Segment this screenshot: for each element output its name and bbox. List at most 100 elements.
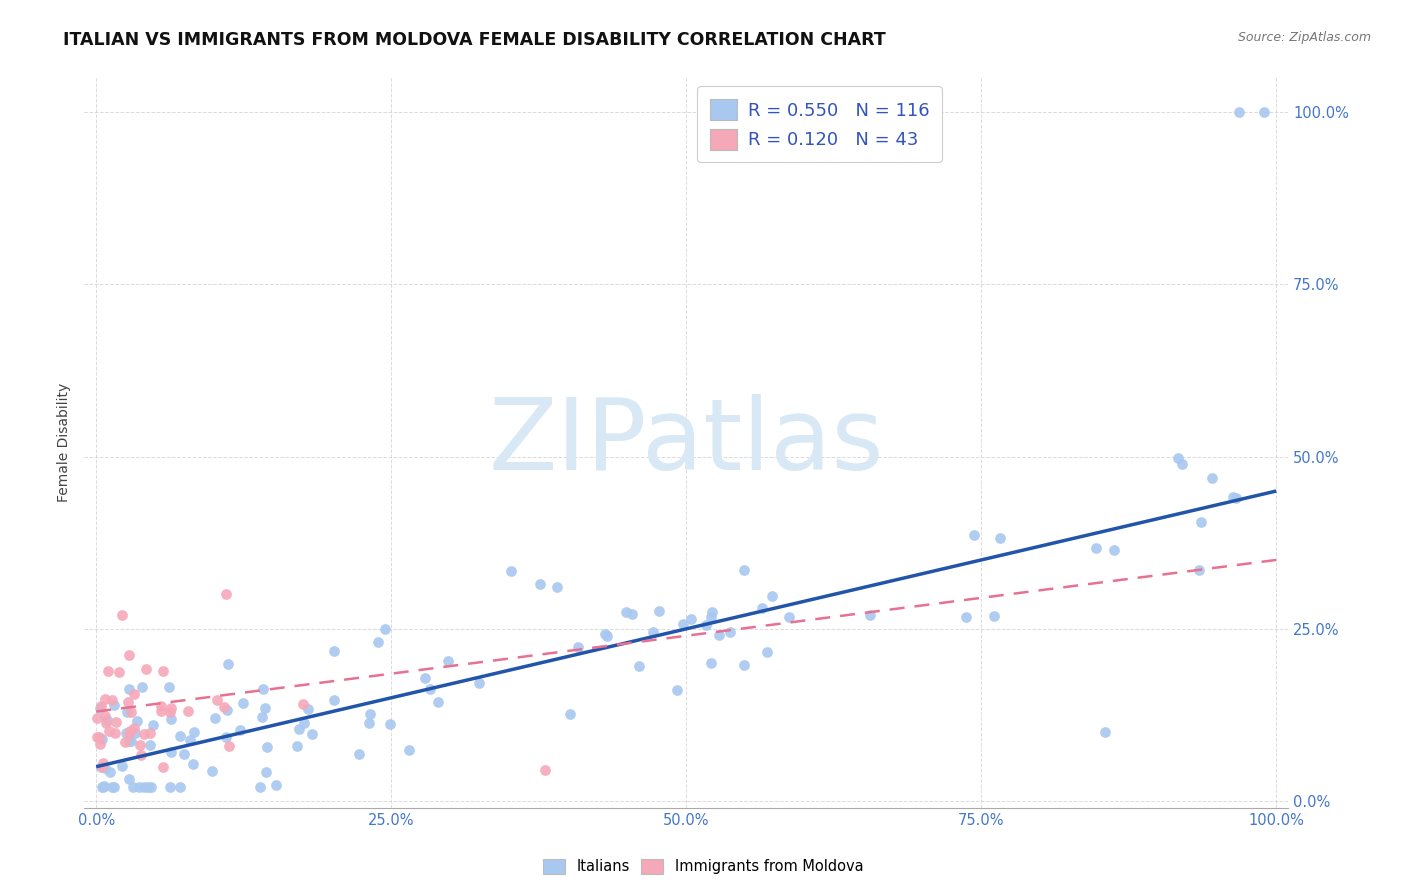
Point <box>983 608 1005 623</box>
Point <box>347 747 370 761</box>
Point <box>700 656 723 670</box>
Point <box>437 654 460 668</box>
Point <box>96 714 118 728</box>
Point <box>134 780 156 795</box>
Point <box>127 714 149 728</box>
Point <box>250 710 273 724</box>
Point <box>122 721 145 735</box>
Point <box>169 729 191 743</box>
Point <box>103 725 125 739</box>
Point <box>1188 563 1211 577</box>
Point <box>1094 725 1116 739</box>
Point <box>628 659 651 673</box>
Point <box>419 681 441 696</box>
Point <box>323 693 346 707</box>
Text: ZIPatlas: ZIPatlas <box>488 394 884 491</box>
Point <box>138 738 160 752</box>
Point <box>111 758 134 772</box>
Point <box>1227 104 1250 119</box>
Point <box>177 704 200 718</box>
Point <box>93 780 115 794</box>
Point <box>97 724 120 739</box>
Point <box>426 695 449 709</box>
Point <box>218 739 240 753</box>
Point <box>117 695 139 709</box>
Point <box>90 698 112 713</box>
Point <box>253 701 276 715</box>
Point <box>103 780 125 795</box>
Point <box>159 746 181 760</box>
Point <box>150 698 173 713</box>
Point <box>292 698 315 712</box>
Point <box>288 723 311 737</box>
Point <box>297 701 319 715</box>
Point <box>1201 471 1223 485</box>
Point <box>301 727 323 741</box>
Legend: Italians, Immigrants from Moldova: Italians, Immigrants from Moldova <box>537 853 869 880</box>
Point <box>114 735 136 749</box>
Text: ITALIAN VS IMMIGRANTS FROM MOLDOVA FEMALE DISABILITY CORRELATION CHART: ITALIAN VS IMMIGRANTS FROM MOLDOVA FEMAL… <box>63 31 886 49</box>
Point <box>681 612 703 626</box>
Point <box>256 739 278 754</box>
Point <box>1085 541 1108 555</box>
Point <box>859 607 882 622</box>
Point <box>90 780 112 795</box>
Point <box>89 737 111 751</box>
Point <box>91 780 114 795</box>
Point <box>249 780 271 795</box>
Point <box>413 671 436 685</box>
Point <box>98 764 121 779</box>
Point <box>117 705 139 719</box>
Point <box>1167 450 1189 465</box>
Point <box>217 657 239 672</box>
Point <box>201 764 224 779</box>
Point <box>142 717 165 731</box>
Point <box>665 683 688 698</box>
Y-axis label: Female Disability: Female Disability <box>58 384 72 502</box>
Point <box>94 692 117 706</box>
Point <box>700 610 723 624</box>
Point <box>181 756 204 771</box>
Point <box>122 780 145 795</box>
Point <box>118 733 141 747</box>
Point <box>141 780 163 795</box>
Text: Source: ZipAtlas.com: Source: ZipAtlas.com <box>1237 31 1371 45</box>
Point <box>215 587 238 601</box>
Point <box>733 564 755 578</box>
Point <box>215 730 238 744</box>
Point <box>94 761 117 775</box>
Point <box>101 693 124 707</box>
Point <box>217 703 239 717</box>
Point <box>595 629 617 643</box>
Point <box>380 716 402 731</box>
Point <box>86 730 108 744</box>
Point <box>124 725 146 739</box>
Point <box>159 705 181 719</box>
Point <box>128 780 150 795</box>
Point <box>641 625 664 640</box>
Point <box>120 734 142 748</box>
Point <box>1253 104 1275 119</box>
Point <box>136 780 159 795</box>
Point <box>159 780 181 795</box>
Point <box>152 664 174 678</box>
Point <box>104 715 127 730</box>
Point <box>702 605 724 619</box>
Point <box>322 644 344 658</box>
Point <box>183 725 205 739</box>
Point <box>117 682 139 697</box>
Point <box>374 622 396 636</box>
Point <box>359 706 381 721</box>
Point <box>357 716 380 731</box>
Point <box>529 576 551 591</box>
Point <box>122 688 145 702</box>
Point <box>252 681 274 696</box>
Point <box>467 675 489 690</box>
Point <box>214 699 236 714</box>
Point <box>733 657 755 672</box>
Point <box>90 760 112 774</box>
Point <box>131 680 153 694</box>
Point <box>761 589 783 603</box>
Point <box>94 708 117 723</box>
Point <box>91 731 114 746</box>
